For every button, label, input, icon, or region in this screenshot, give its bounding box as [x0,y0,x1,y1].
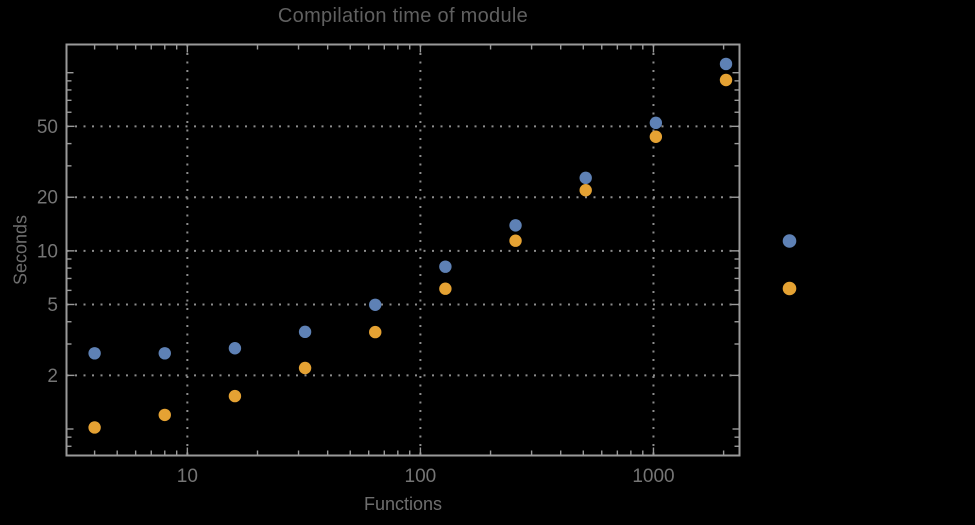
data-point [649,130,663,143]
data-point [158,347,171,360]
data-point [158,408,171,422]
chart-frame [65,43,741,457]
data-point [579,184,592,197]
data-point [88,421,101,434]
data-point [298,361,312,375]
data-point [439,260,452,273]
data-point [509,234,522,247]
data-point [369,325,382,339]
data-point [719,73,733,87]
data-point [228,389,242,403]
data-point [439,282,452,295]
y-axis-label: Seconds [10,214,31,286]
legend [782,234,797,296]
y-tick-label: 2 [47,366,58,387]
data-point [649,116,663,130]
y-tick-label: 10 [37,241,58,262]
tick-labels: 10 100 1000 2 5 10 20 50 [37,117,675,487]
x-axis-label: Functions [363,494,443,514]
y-tick-label: 20 [37,188,58,209]
x-tick-label: 1000 [632,466,674,487]
data-point [88,347,101,360]
legend-marker-icon [782,281,797,296]
series-2-points [88,73,733,434]
gridlines [66,44,740,456]
data-point [369,298,382,311]
y-tick-label: 5 [47,295,58,316]
chart-title: Compilation time of module [277,5,529,27]
legend-marker-icon [782,234,797,248]
data-point [719,57,733,71]
axis-ticks [67,45,739,455]
data-point [228,342,242,355]
x-tick-label: 10 [177,466,198,487]
x-tick-label: 100 [405,466,437,487]
data-point [509,219,522,232]
y-tick-label: 50 [37,117,58,138]
data-point [579,171,592,185]
data-point [298,325,312,339]
series-1-points [88,57,733,360]
